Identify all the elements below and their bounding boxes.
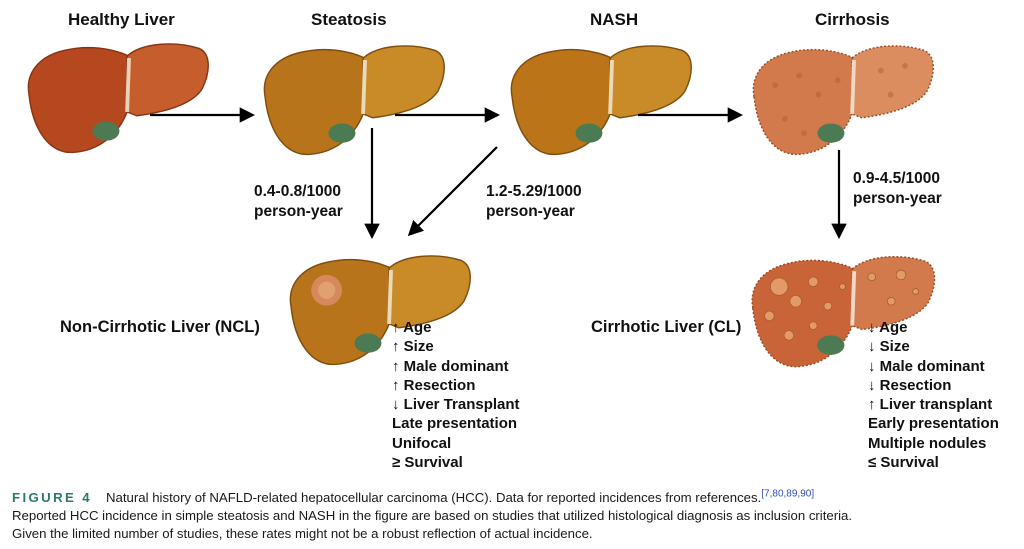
cl-feature: ≤ Survival <box>868 454 939 472</box>
rate-cirrhosis-cl-unit: person-year <box>853 190 942 207</box>
cl-features: ↓ Age ↓ Size ↓ Male dominant ↓ Resection… <box>868 318 999 472</box>
cl-feature: ↓ Resection <box>868 376 952 394</box>
stage-label-healthy: Healthy Liver <box>68 10 175 29</box>
caption-text-3: Given the limited number of studies, the… <box>12 526 593 541</box>
cl-feature: Multiple nodules <box>868 434 987 452</box>
rate-cirrhosis-cl-value: 0.9-4.5/1000 <box>853 170 941 187</box>
ncl-feature: ↓ Liver Transplant <box>392 396 520 414</box>
arrow-nash-to-ncl <box>407 146 498 237</box>
rate-steatosis-ncl-value: 0.4-0.8/1000 <box>254 183 342 200</box>
stage-label-cirrhosis: Cirrhosis <box>815 10 890 29</box>
rate-steatosis-ncl: 0.4-0.8/1000 person-year <box>254 182 343 222</box>
rate-nash-ncl-value: 1.2-5.29/1000 <box>486 183 582 200</box>
caption-text-1: Natural history of NAFLD-related hepatoc… <box>106 490 762 505</box>
ncl-feature: ≥ Survival <box>392 454 463 472</box>
cl-feature: ↓ Size <box>868 338 910 356</box>
caption-refs: [7,80,89,90] <box>761 488 815 500</box>
stage-label-steatosis: Steatosis <box>311 10 387 29</box>
caption-line-1: FIGURE 4 Natural history of NAFLD-related… <box>12 489 1017 507</box>
steatosis-liver-image <box>263 45 445 156</box>
cirrhosis-liver-image <box>752 45 934 156</box>
ncl-feature: Late presentation <box>392 415 518 433</box>
ncl-feature: Unifocal <box>392 434 452 452</box>
ncl-feature: ↑ Age <box>392 319 432 336</box>
caption-text-2: Reported HCC incidence in simple steatos… <box>12 508 853 523</box>
cl-feature: ↑ Liver transplant <box>868 396 993 414</box>
cl-feature: ↓ Age <box>868 319 908 336</box>
cl-feature: Early presentation <box>868 415 999 433</box>
stage-label-nash: NASH <box>590 10 639 29</box>
rate-steatosis-ncl-unit: person-year <box>254 203 343 220</box>
rate-nash-ncl: 1.2-5.29/1000 person-year <box>486 182 582 222</box>
nash-liver-image <box>510 45 692 156</box>
ncl-feature: ↑ Resection <box>392 376 476 394</box>
cl-liver-image <box>751 256 936 368</box>
cl-feature: ↓ Male dominant <box>868 357 985 375</box>
rate-nash-ncl-unit: person-year <box>486 203 575 220</box>
ncl-feature: ↑ Size <box>392 338 434 356</box>
figure-label: FIGURE 4 <box>12 490 93 505</box>
ncl-label: Non-Cirrhotic Liver (NCL) <box>60 318 260 336</box>
rate-cirrhosis-cl: 0.9-4.5/1000 person-year <box>853 169 942 209</box>
ncl-features: ↑ Age ↑ Size ↑ Male dominant ↑ Resection… <box>392 318 520 472</box>
ncl-feature: ↑ Male dominant <box>392 357 509 375</box>
ncl-liver-image <box>289 255 471 366</box>
cl-label: Cirrhotic Liver (CL) <box>591 318 742 336</box>
figure-caption: FIGURE 4 Natural history of NAFLD-related… <box>12 489 1017 543</box>
healthy-liver-image <box>27 43 209 154</box>
